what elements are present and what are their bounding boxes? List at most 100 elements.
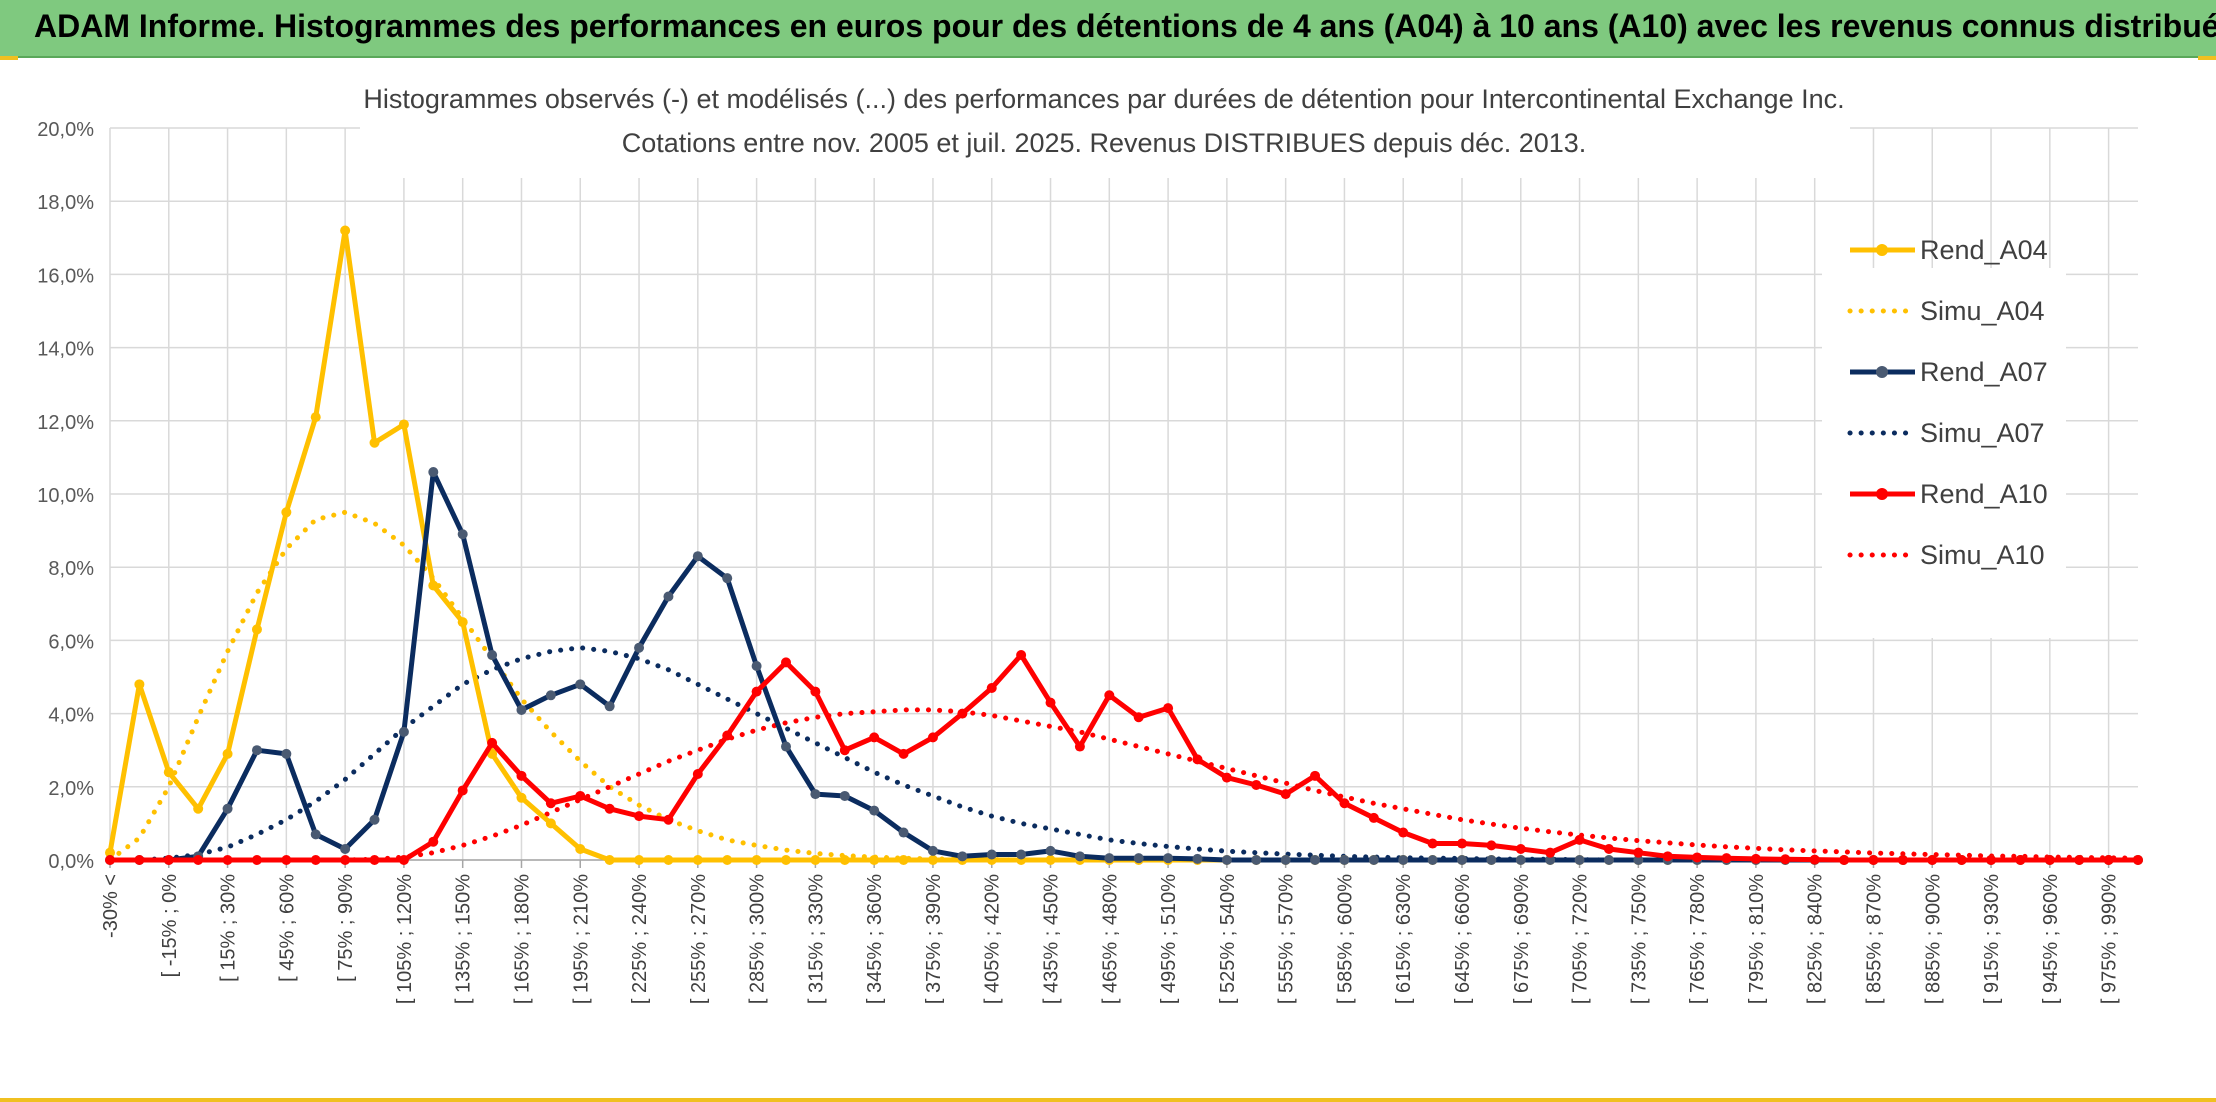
data-point-rend-a10 xyxy=(1457,838,1467,849)
data-point-rend-a10 xyxy=(516,770,527,781)
data-point-rend-a07 xyxy=(604,701,615,712)
data-point-rend-a10 xyxy=(986,682,997,693)
data-point-rend-a10 xyxy=(1662,851,1673,862)
legend-label-rend-a10: Rend_A10 xyxy=(1920,479,2048,509)
data-point-rend-a10 xyxy=(1368,812,1379,823)
data-point-rend-a10 xyxy=(1280,789,1291,800)
data-point-rend-a04 xyxy=(898,855,909,865)
x-tick-label: [ 585% ; 600% xyxy=(1334,874,1356,1004)
data-point-rend-a10 xyxy=(751,686,762,697)
data-point-rend-a07 xyxy=(1574,855,1585,865)
data-point-rend-a10 xyxy=(1927,855,1938,865)
data-point-rend-a10 xyxy=(1897,855,1908,865)
data-point-rend-a04 xyxy=(545,818,556,829)
data-point-rend-a04 xyxy=(251,624,262,635)
data-point-rend-a07 xyxy=(1074,851,1085,862)
y-tick-label: 2,0% xyxy=(48,778,94,800)
x-tick-label: [ 285% ; 300% xyxy=(747,874,769,1004)
data-point-rend-a10 xyxy=(1574,834,1585,845)
data-point-rend-a07 xyxy=(663,591,674,602)
x-tick-label: [ 225% ; 240% xyxy=(629,874,651,1004)
data-point-rend-a10 xyxy=(927,732,938,743)
data-point-rend-a04 xyxy=(310,412,321,423)
data-point-rend-a10 xyxy=(545,798,556,809)
data-point-rend-a10 xyxy=(1045,697,1056,708)
x-tick-label: [ 675% ; 690% xyxy=(1511,874,1533,1004)
data-point-rend-a07 xyxy=(457,529,468,540)
data-point-rend-a10 xyxy=(663,814,674,825)
data-point-rend-a10 xyxy=(1839,855,1850,865)
data-point-rend-a07 xyxy=(251,745,262,756)
data-point-rend-a10 xyxy=(575,790,586,801)
y-tick-label: 20,0% xyxy=(37,119,94,141)
x-tick-label: [ 15% ; 30% xyxy=(218,874,240,982)
data-point-rend-a10 xyxy=(1398,827,1409,838)
data-point-rend-a07 xyxy=(222,803,233,814)
data-point-rend-a07 xyxy=(1221,855,1232,865)
data-point-rend-a10 xyxy=(1427,838,1438,849)
data-point-rend-a04 xyxy=(839,855,850,865)
data-point-rend-a07 xyxy=(340,844,351,855)
data-point-rend-a07 xyxy=(1339,855,1350,865)
data-point-rend-a10 xyxy=(810,686,821,697)
data-point-rend-a10 xyxy=(1515,844,1526,855)
data-point-rend-a07 xyxy=(1486,855,1497,865)
data-point-rend-a07 xyxy=(487,650,498,661)
data-point-rend-a10 xyxy=(1545,847,1556,858)
data-point-rend-a10 xyxy=(369,855,380,865)
legend-label-simu-a10: Simu_A10 xyxy=(1920,540,2045,570)
x-tick-label: [ 345% ; 360% xyxy=(864,874,886,1004)
data-point-rend-a07 xyxy=(839,790,850,801)
data-point-rend-a07 xyxy=(1398,855,1409,865)
x-tick-label: [ 375% ; 390% xyxy=(923,874,945,1004)
data-point-rend-a10 xyxy=(1721,853,1732,864)
data-point-rend-a10 xyxy=(2133,855,2143,865)
data-point-rend-a10 xyxy=(1809,854,1820,865)
x-axis: -30% < [ -15% ; 0% [ 15% ; 30% [ 45% ; 60% [… xyxy=(100,859,2138,1004)
legend-label-rend-a04: Rend_A04 xyxy=(1920,235,2048,265)
x-tick-label: [ 825% ; 840% xyxy=(1805,874,1827,1004)
performance-histogram-chart: 0,0% 2,0% 4,0% 6,0% 8,0% 10,0% 12,0% 14,0% 16,0%… xyxy=(37,60,2143,1004)
data-point-rend-a04 xyxy=(398,419,409,430)
data-point-rend-a10 xyxy=(105,855,115,865)
data-point-rend-a10 xyxy=(869,732,880,743)
y-tick-label: 12,0% xyxy=(37,412,94,434)
data-point-rend-a07 xyxy=(634,642,645,653)
data-point-rend-a07 xyxy=(1163,853,1174,864)
data-point-rend-a07 xyxy=(398,726,409,737)
data-point-rend-a10 xyxy=(1339,798,1350,809)
y-tick-label: 6,0% xyxy=(48,631,94,653)
data-point-rend-a10 xyxy=(1633,847,1644,858)
report-banner: ADAM Informe. Histogrammes des performan… xyxy=(0,0,2216,58)
legend-marker-rend-a07 xyxy=(1876,366,1888,378)
data-point-rend-a10 xyxy=(163,855,174,865)
data-point-rend-a10 xyxy=(1192,754,1203,765)
data-point-rend-a07 xyxy=(1427,855,1438,865)
y-tick-label: 14,0% xyxy=(37,339,94,361)
data-point-rend-a07 xyxy=(1633,855,1644,865)
data-point-rend-a07 xyxy=(957,851,968,862)
data-point-rend-a07 xyxy=(1545,855,1556,865)
x-tick-label: [ 735% ; 750% xyxy=(1628,874,1650,1004)
data-point-rend-a07 xyxy=(575,679,586,690)
data-point-rend-a07 xyxy=(986,849,997,860)
x-tick-label: [ 645% ; 660% xyxy=(1452,874,1474,1004)
data-point-rend-a07 xyxy=(722,573,733,584)
chart-title: Histogrammes observés (-) et modélisés (… xyxy=(363,84,1844,114)
data-point-rend-a10 xyxy=(1956,855,1967,865)
legend-backdrop xyxy=(1822,268,2066,638)
x-tick-label: [ 765% ; 780% xyxy=(1687,874,1709,1004)
x-tick-label: [ 465% ; 480% xyxy=(1099,874,1121,1004)
data-point-rend-a10 xyxy=(1163,703,1174,714)
y-tick-label: 0,0% xyxy=(48,851,94,873)
data-point-rend-a07 xyxy=(1192,853,1203,864)
x-tick-label: [ 525% ; 540% xyxy=(1217,874,1239,1004)
data-point-rend-a10 xyxy=(340,855,351,865)
x-tick-label: [ 135% ; 150% xyxy=(453,874,475,1004)
data-point-rend-a10 xyxy=(1074,741,1085,752)
data-point-rend-a07 xyxy=(810,789,821,800)
data-point-rend-a07 xyxy=(927,845,938,856)
data-point-rend-a04 xyxy=(722,855,733,865)
x-tick-label: [ 975% ; 990% xyxy=(2099,874,2121,1004)
data-point-rend-a07 xyxy=(516,704,527,715)
